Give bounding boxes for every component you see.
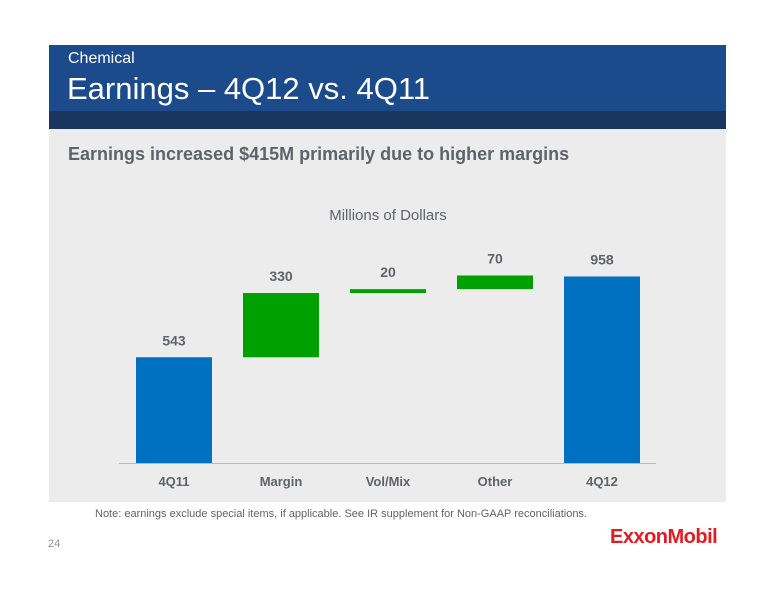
bar-4q12	[564, 276, 640, 463]
header-divider	[49, 111, 726, 129]
slide-header: Chemical Earnings – 4Q12 vs. 4Q11	[49, 45, 726, 111]
footnote: Note: earnings exclude special items, if…	[95, 508, 587, 520]
data-label: 330	[269, 268, 293, 284]
x-tick-label: Other	[478, 474, 513, 489]
x-tick-label: Margin	[260, 474, 303, 489]
data-label: 20	[380, 264, 396, 280]
data-label: 543	[162, 332, 186, 348]
x-tick-label: 4Q11	[158, 474, 189, 489]
slide-supertitle: Chemical	[68, 50, 135, 67]
content-panel: Earnings increased $415M primarily due t…	[49, 129, 726, 502]
bar-margin	[243, 293, 319, 358]
bar-vol-mix	[350, 289, 426, 294]
x-tick-label: 4Q12	[586, 474, 618, 489]
bar-other	[457, 275, 533, 290]
bar-4q11	[136, 357, 212, 463]
x-tick-label: Vol/Mix	[366, 474, 411, 489]
chart-title: Millions of Dollars	[329, 207, 447, 224]
slide-headline: Earnings increased $415M primarily due t…	[68, 144, 570, 164]
data-label: 70	[487, 251, 503, 267]
waterfall-chart: Millions of Dollars 543 4Q11 330 Margin 20 Vol…	[119, 207, 656, 489]
slide-title: Earnings – 4Q12 vs. 4Q11	[67, 71, 431, 106]
page-number: 24	[48, 538, 61, 550]
data-label: 958	[590, 251, 614, 267]
exxonmobil-logo: ExxonMobil	[610, 526, 718, 548]
